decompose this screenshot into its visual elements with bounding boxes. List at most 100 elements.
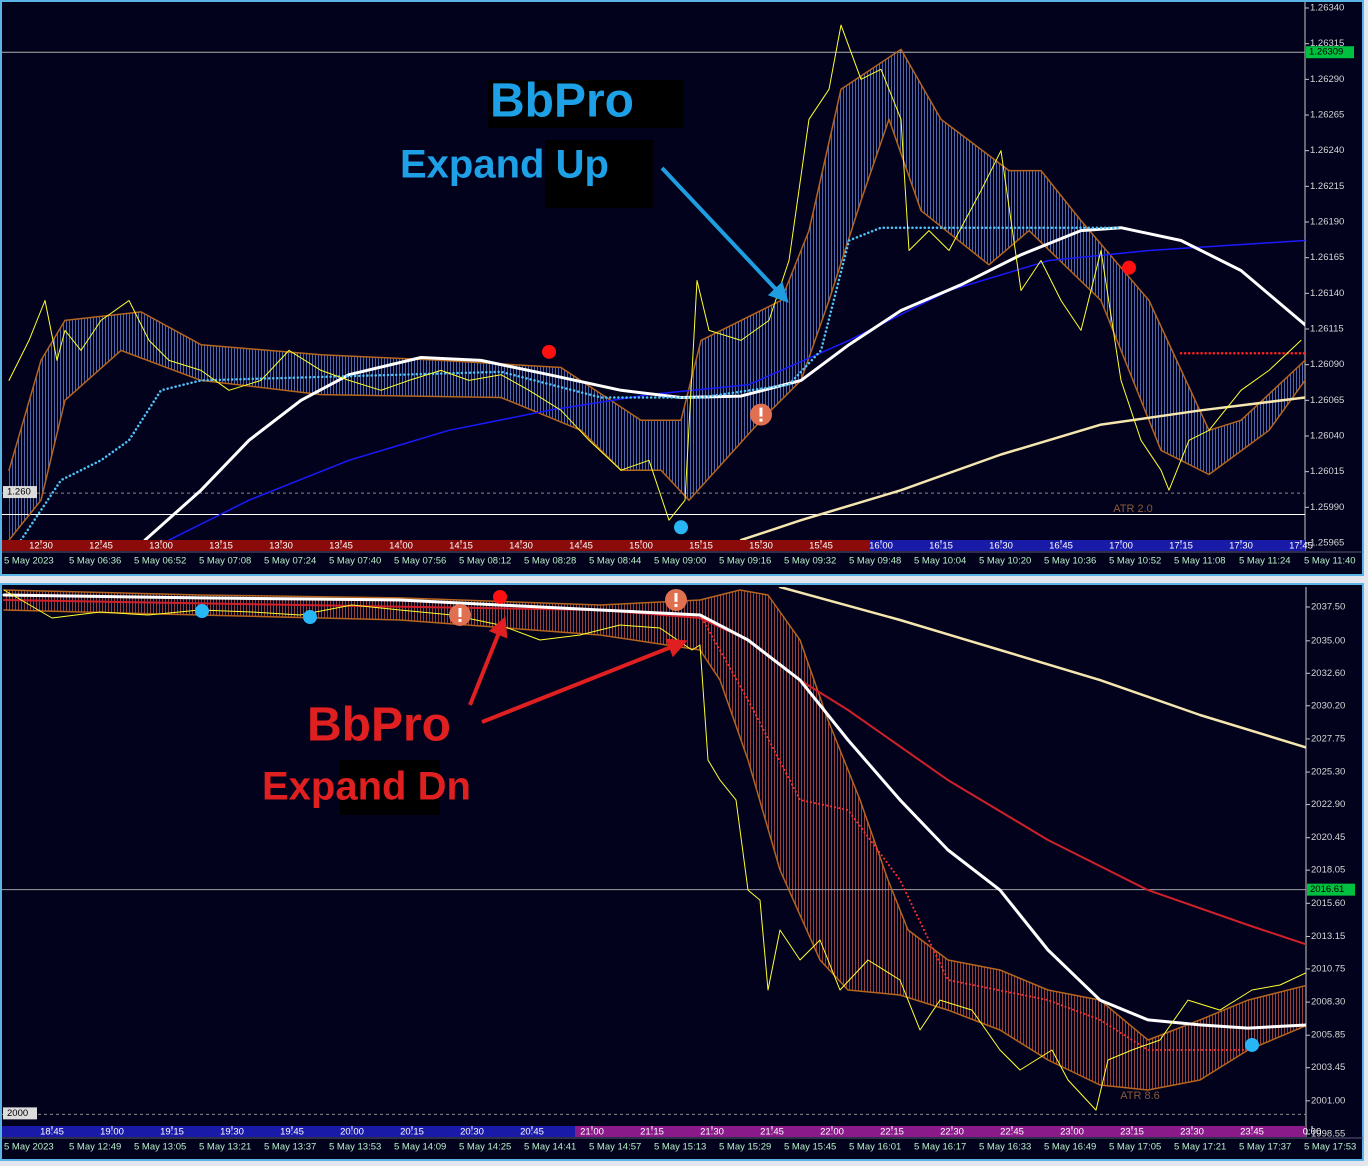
date-label: 5 May 13:21 [199, 1142, 251, 1153]
x-tick-label: 17:00 [1109, 541, 1133, 552]
atr-label: ATR 2.0 [1113, 503, 1153, 515]
date-label: 5 May 11:24 [1239, 556, 1291, 567]
session-bar [2, 540, 870, 551]
alert-glyph [759, 418, 763, 422]
x-tick-label: 19:15 [160, 1127, 184, 1138]
y-tick-label: 1998.55 [1311, 1129, 1345, 1140]
annotation-subtitle: Expand Dn [262, 765, 471, 809]
x-tick-label: 14:45 [569, 541, 593, 552]
y-tick-label: 1.26315 [1310, 38, 1344, 49]
label-backdrop [488, 80, 683, 128]
band-fill [4, 590, 1306, 1090]
date-label: 5 May 15:45 [784, 1142, 836, 1153]
date-label: 5 May 14:25 [459, 1142, 511, 1153]
x-tick-label: 14:30 [509, 541, 533, 552]
y-tick-label: 2003.45 [1311, 1062, 1345, 1073]
signal-dot [674, 520, 688, 535]
y-tick-label: 1.26265 [1310, 110, 1344, 121]
date-label: 5 May 14:41 [524, 1142, 576, 1153]
x-tick-label: 21:15 [640, 1127, 664, 1138]
x-tick-label: 21:00 [580, 1127, 604, 1138]
x-tick-label: 23:15 [1120, 1127, 1144, 1138]
y-tick-label: 1.26215 [1310, 181, 1344, 192]
x-tick-label: 20:15 [400, 1127, 424, 1138]
date-label: 5 May 08:12 [459, 556, 511, 567]
y-tick-label: 2008.30 [1311, 997, 1345, 1008]
x-tick-label: 20:30 [460, 1127, 484, 1138]
annotation-arrow [468, 616, 508, 706]
x-tick-label: 23:30 [1180, 1127, 1204, 1138]
y-tick-label: 1.26065 [1310, 395, 1344, 406]
date-label: 5 May 06:52 [134, 556, 186, 567]
date-label: 5 May 09:32 [784, 556, 836, 567]
y-tick-label: 2025.30 [1311, 767, 1345, 778]
date-label: 5 May 11:40 [1304, 556, 1356, 567]
annotation-arrow [660, 166, 789, 303]
x-tick-label: 15:30 [749, 541, 773, 552]
y-tick-label: 2001.00 [1311, 1095, 1345, 1106]
date-label: 5 May 07:40 [329, 556, 381, 567]
x-tick-label: 16:45 [1049, 541, 1073, 552]
x-tick-label: 15:15 [689, 541, 713, 552]
y-tick-label: 2022.90 [1311, 799, 1345, 810]
series-line [19, 226, 1123, 540]
signal-dot [493, 589, 507, 604]
x-tick-label: 15:00 [629, 541, 653, 552]
date-label: 5 May 17:53 [1304, 1142, 1356, 1153]
series-line [8, 24, 1302, 521]
signal-dot [542, 344, 556, 359]
signal-dot [1245, 1037, 1259, 1052]
x-tick-label: 23:45 [1240, 1127, 1264, 1138]
series-line [778, 587, 1306, 749]
series-line [8, 118, 1305, 540]
price-box-label: 1.260 [7, 487, 31, 498]
date-label: 5 May 16:49 [1044, 1142, 1096, 1153]
alert-glyph [458, 607, 462, 617]
y-tick-label: 2005.85 [1311, 1030, 1345, 1041]
date-label: 5 May 10:36 [1044, 556, 1096, 567]
session-bar [575, 1126, 1306, 1137]
annotation-arrow [481, 638, 688, 724]
date-label: 5 May 16:01 [849, 1142, 901, 1153]
x-tick-label: 12:45 [89, 541, 113, 552]
series-line [168, 239, 1305, 540]
y-tick-label: 2030.20 [1311, 700, 1345, 711]
x-tick-label: 20:45 [520, 1127, 544, 1138]
x-tick-label: 17:45 [1289, 541, 1313, 552]
x-tick-label: 16:30 [989, 541, 1013, 552]
axes: 1.25965 1.25990 1.26015 1.26040 1.26065 1.260… [3, 3, 1356, 1153]
y-tick-label: 2020.45 [1311, 832, 1345, 843]
annotation-title: BbPro [307, 699, 451, 752]
price-box [3, 1107, 37, 1120]
x-tick-label: 17:30 [1229, 541, 1253, 552]
x-tick-label: 14:00 [389, 541, 413, 552]
x-tick-label: 22:00 [820, 1127, 844, 1138]
date-label: 5 May 17:05 [1109, 1142, 1161, 1153]
date-label: 5 May 09:16 [719, 556, 771, 567]
series-line [3, 589, 1306, 1041]
alert-glyph [458, 618, 462, 622]
x-tick-label: 20:00 [340, 1127, 364, 1138]
series-line [3, 589, 1306, 1111]
x-tick-label: 22:30 [940, 1127, 964, 1138]
x-tick-label: 22:45 [1000, 1127, 1024, 1138]
atr-label: ATR 8.6 [1120, 1090, 1160, 1102]
price-box [3, 486, 37, 499]
series-line [739, 396, 1305, 540]
date-label: 5 May 08:44 [589, 556, 641, 567]
y-tick-label: 2035.00 [1311, 635, 1345, 646]
y-tick-label: 1.26340 [1310, 3, 1344, 14]
signal-dot [195, 604, 209, 619]
session-bar [2, 1126, 575, 1137]
date-label: 5 May 14:09 [394, 1142, 446, 1153]
label-backdrop [545, 140, 653, 208]
x-tick-label: 12:30 [29, 541, 53, 552]
y-tick-label: 2013.15 [1311, 931, 1345, 942]
y-tick-label: 1.25965 [1310, 538, 1344, 549]
y-tick-label: 1.26115 [1310, 324, 1344, 335]
date-label: 5 May 09:00 [654, 556, 706, 567]
y-tick-label: 1.26090 [1310, 359, 1344, 370]
series-line [3, 609, 1306, 1091]
date-label: 5 May 13:37 [264, 1142, 316, 1153]
date-label: 5 May 16:33 [979, 1142, 1031, 1153]
